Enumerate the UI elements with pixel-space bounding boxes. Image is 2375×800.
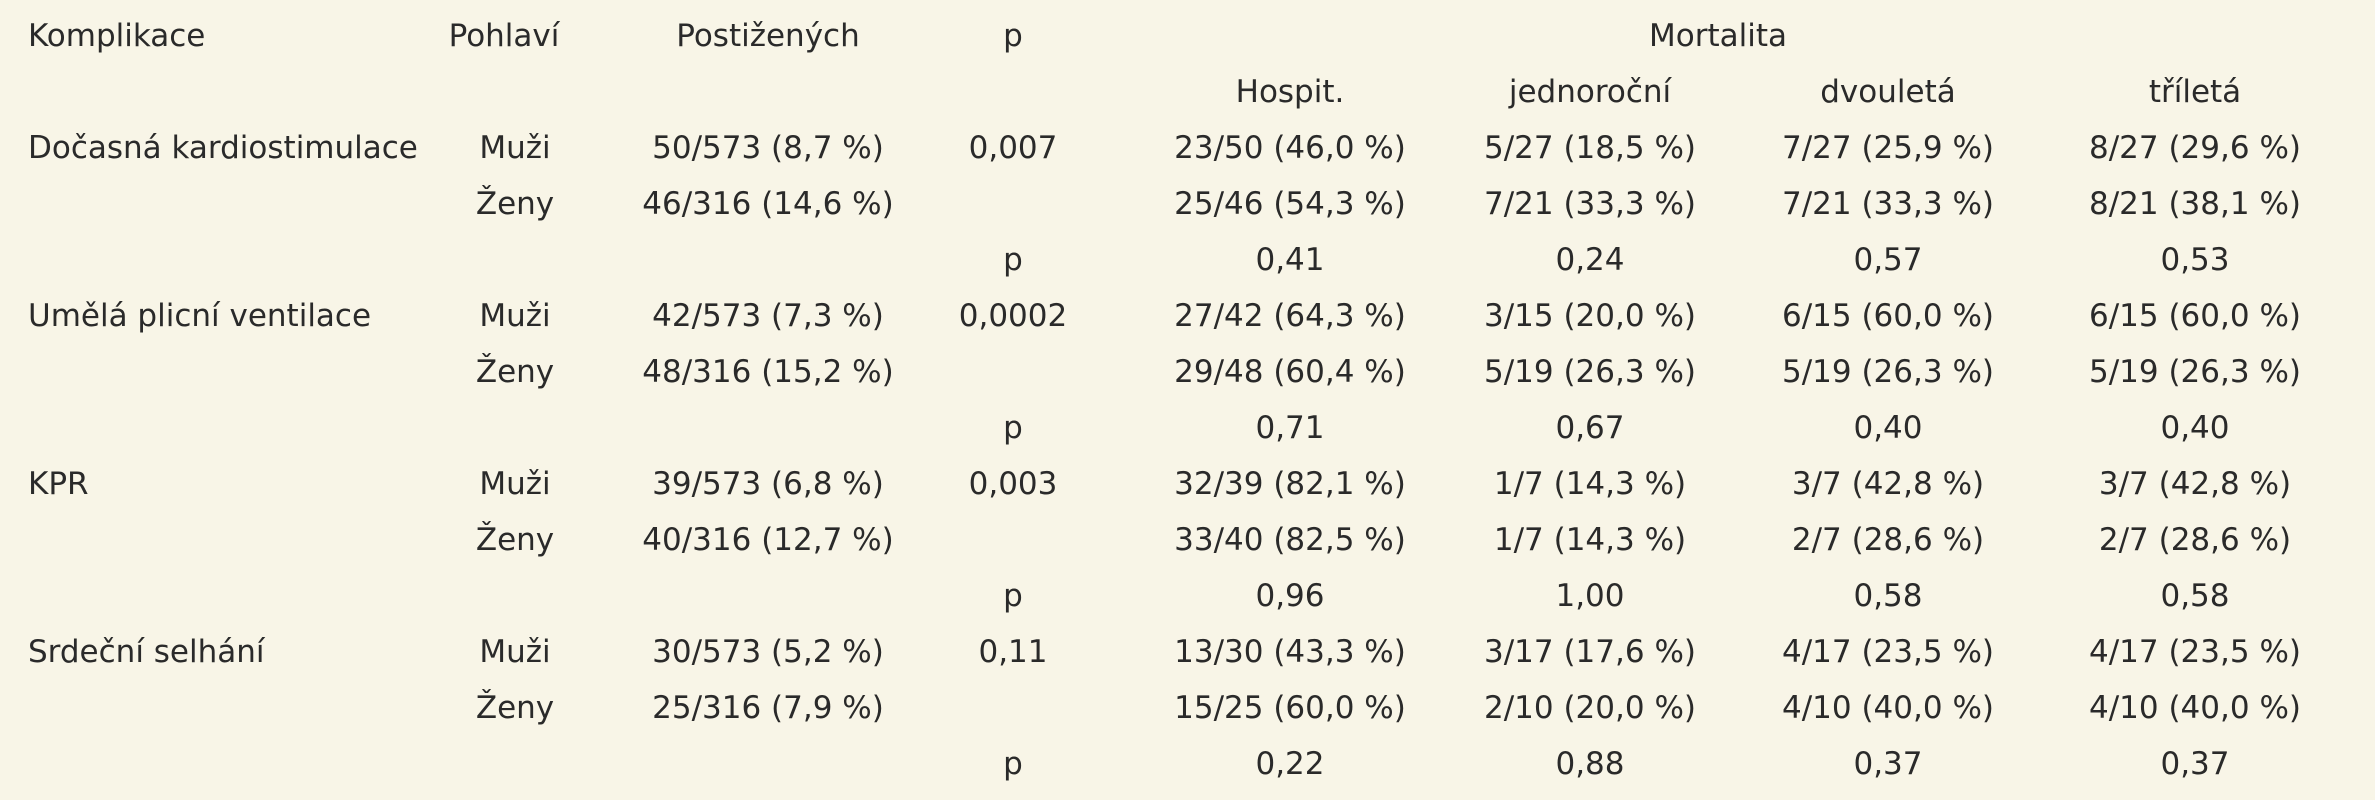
group-name: Srdeční selhání — [28, 634, 265, 670]
year3-p: 0,40 — [2160, 410, 2230, 446]
hospit-p: 0,41 — [1255, 242, 1325, 278]
table-row: KPR Muži 39/573 (6,8 %) 0,003 32/39 (82,… — [0, 456, 2375, 512]
table-row: Dočasná kardiostimulace Muži 50/573 (8,7… — [0, 120, 2375, 176]
subheader-row: Hospit. jednoroční dvouletá tříletá — [0, 64, 2375, 120]
year2-p: 0,57 — [1853, 242, 1923, 278]
header-komplikace: Komplikace — [28, 18, 206, 54]
year1-cell: 1/7 (14,3 %) — [1493, 522, 1687, 558]
sex-cell: Ženy — [475, 522, 555, 558]
sex-cell: Muži — [479, 634, 551, 670]
table-row: Ženy 48/316 (15,2 %) 29/48 (60,4 %) 5/19… — [0, 344, 2375, 400]
table-row: Ženy 25/316 (7,9 %) 15/25 (60,0 %) 2/10 … — [0, 680, 2375, 736]
p-row: p 0,71 0,67 0,40 0,40 — [0, 400, 2375, 456]
year2-cell: 2/7 (28,6 %) — [1791, 522, 1985, 558]
hospit-cell: 15/25 (60,0 %) — [1174, 690, 1406, 726]
group-name: Dočasná kardiostimulace — [28, 130, 418, 166]
header-mortalita: Mortalita — [1649, 18, 1787, 54]
year1-p: 0,88 — [1555, 746, 1625, 782]
year1-p: 0,67 — [1555, 410, 1625, 446]
p-row: p 0,96 1,00 0,58 0,58 — [0, 568, 2375, 624]
year3-cell: 8/21 (38,1 %) — [2089, 186, 2301, 222]
hospit-cell: 27/42 (64,3 %) — [1174, 298, 1406, 334]
year3-p: 0,58 — [2160, 578, 2230, 614]
year2-p: 0,37 — [1853, 746, 1923, 782]
year1-cell: 3/17 (17,6 %) — [1484, 634, 1696, 670]
year2-p: 0,40 — [1853, 410, 1923, 446]
year2-cell: 6/15 (60,0 %) — [1782, 298, 1994, 334]
year1-cell: 5/27 (18,5 %) — [1484, 130, 1696, 166]
year1-cell: 3/15 (20,0 %) — [1484, 298, 1696, 334]
sex-cell: Ženy — [475, 690, 555, 726]
year3-cell: 4/17 (23,5 %) — [2089, 634, 2301, 670]
affected-cell: 39/573 (6,8 %) — [652, 466, 884, 502]
sex-cell: Ženy — [475, 186, 555, 222]
subheader-dvouleta: dvouletá — [1820, 74, 1956, 110]
year2-cell: 3/7 (42,8 %) — [1791, 466, 1985, 502]
hospit-cell: 29/48 (60,4 %) — [1174, 354, 1406, 390]
sex-cell: Muži — [479, 130, 551, 166]
hospit-p: 0,22 — [1255, 746, 1325, 782]
year3-p: 0,37 — [2160, 746, 2230, 782]
table-row: Srdeční selhání Muži 30/573 (5,2 %) 0,11… — [0, 624, 2375, 680]
p-label: p — [1003, 578, 1023, 614]
table-row: Umělá plicní ventilace Muži 42/573 (7,3 … — [0, 288, 2375, 344]
year2-p: 0,58 — [1853, 578, 1923, 614]
affected-cell: 50/573 (8,7 %) — [652, 130, 884, 166]
subheader-trileta: tříletá — [2148, 74, 2242, 110]
affected-cell: 40/316 (12,7 %) — [642, 522, 894, 558]
header-pohlavi: Pohlaví — [448, 18, 560, 54]
affected-cell: 42/573 (7,3 %) — [652, 298, 884, 334]
hospit-cell: 25/46 (54,3 %) — [1174, 186, 1406, 222]
year1-cell: 7/21 (33,3 %) — [1484, 186, 1696, 222]
affected-cell: 30/573 (5,2 %) — [652, 634, 884, 670]
year3-cell: 5/19 (26,3 %) — [2089, 354, 2301, 390]
year3-cell: 4/10 (40,0 %) — [2089, 690, 2301, 726]
p-label: p — [1003, 242, 1023, 278]
year3-cell: 8/27 (29,6 %) — [2089, 130, 2301, 166]
subheader-jednorocni: jednoroční — [1508, 74, 1672, 110]
hospit-p: 0,71 — [1255, 410, 1325, 446]
year1-cell: 5/19 (26,3 %) — [1484, 354, 1696, 390]
header-p: p — [1003, 18, 1023, 54]
table-row: Ženy 40/316 (12,7 %) 33/40 (82,5 %) 1/7 … — [0, 512, 2375, 568]
sex-cell: Muži — [479, 466, 551, 502]
sex-cell: Muži — [479, 298, 551, 334]
p-value-cell: 0,007 — [968, 130, 1058, 166]
year2-cell: 4/17 (23,5 %) — [1782, 634, 1994, 670]
year3-p: 0,53 — [2160, 242, 2230, 278]
group-name: Umělá plicní ventilace — [28, 298, 372, 334]
year2-cell: 7/27 (25,9 %) — [1782, 130, 1994, 166]
year3-cell: 3/7 (42,8 %) — [2098, 466, 2292, 502]
p-row: p 0,22 0,88 0,37 0,37 — [0, 736, 2375, 792]
header-row: Komplikace Pohlaví Postižených p Mortali… — [0, 8, 2375, 64]
year1-cell: 1/7 (14,3 %) — [1493, 466, 1687, 502]
p-value-cell: 0,0002 — [958, 298, 1068, 334]
subheader-hospit: Hospit. — [1235, 74, 1345, 110]
year1-cell: 2/10 (20,0 %) — [1484, 690, 1696, 726]
p-value-cell: 0,11 — [978, 634, 1048, 670]
year2-cell: 7/21 (33,3 %) — [1782, 186, 1994, 222]
hospit-cell: 23/50 (46,0 %) — [1174, 130, 1406, 166]
year1-p: 1,00 — [1555, 578, 1625, 614]
affected-cell: 46/316 (14,6 %) — [642, 186, 894, 222]
p-row: p 0,41 0,24 0,57 0,53 — [0, 232, 2375, 288]
year2-cell: 4/10 (40,0 %) — [1782, 690, 1994, 726]
p-label: p — [1003, 746, 1023, 782]
p-value-cell: 0,003 — [968, 466, 1058, 502]
year2-cell: 5/19 (26,3 %) — [1782, 354, 1994, 390]
hospit-cell: 33/40 (82,5 %) — [1174, 522, 1406, 558]
hospit-cell: 32/39 (82,1 %) — [1174, 466, 1406, 502]
hospit-p: 0,96 — [1255, 578, 1325, 614]
affected-cell: 48/316 (15,2 %) — [642, 354, 894, 390]
affected-cell: 25/316 (7,9 %) — [652, 690, 884, 726]
table-row: Ženy 46/316 (14,6 %) 25/46 (54,3 %) 7/21… — [0, 176, 2375, 232]
sex-cell: Ženy — [475, 354, 555, 390]
year1-p: 0,24 — [1555, 242, 1625, 278]
hospit-cell: 13/30 (43,3 %) — [1174, 634, 1406, 670]
year3-cell: 6/15 (60,0 %) — [2089, 298, 2301, 334]
group-name: KPR — [28, 466, 89, 502]
header-postizenych: Postižených — [676, 18, 860, 54]
p-label: p — [1003, 410, 1023, 446]
year3-cell: 2/7 (28,6 %) — [2098, 522, 2292, 558]
